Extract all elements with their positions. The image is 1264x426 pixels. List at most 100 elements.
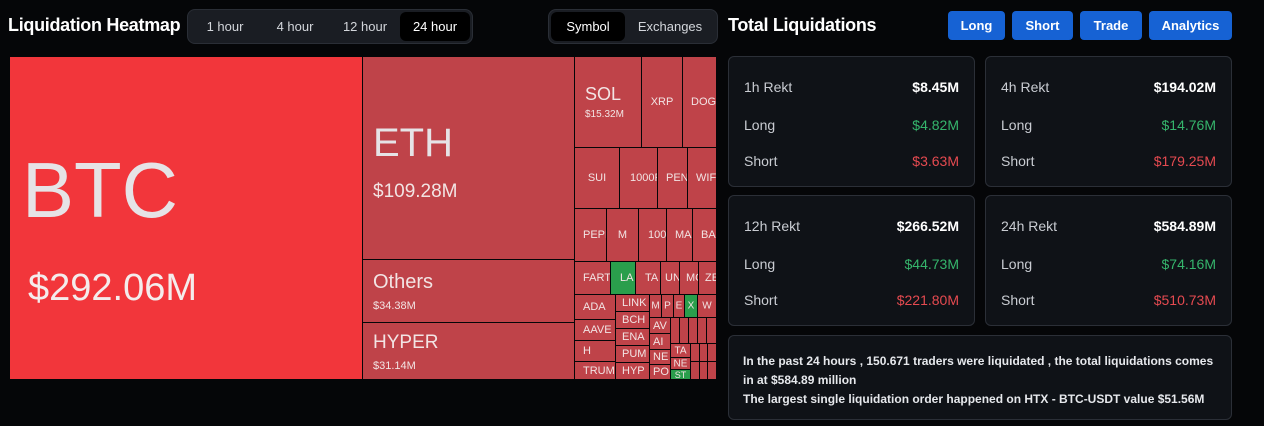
tile-ai-name: AI bbox=[653, 335, 664, 348]
long-value: $74.16M bbox=[1161, 256, 1216, 272]
tile-av[interactable]: AV bbox=[649, 317, 671, 334]
tile-mo-name: MO bbox=[686, 272, 698, 284]
tile-ze[interactable]: ZE bbox=[698, 261, 717, 295]
tile-av-name: AV bbox=[653, 319, 667, 332]
analytics-button[interactable]: Analytics bbox=[1149, 11, 1232, 40]
tile-pum[interactable]: PUM bbox=[615, 345, 650, 363]
tile-xrp-name: XRP bbox=[650, 96, 674, 108]
tile-ena[interactable]: ENA bbox=[615, 328, 650, 346]
tile-wif[interactable]: WIF bbox=[687, 147, 717, 209]
timeframe-1h-tab[interactable]: 1 hour bbox=[206, 19, 244, 34]
summary-line-2: The largest single liquidation order hap… bbox=[743, 392, 1205, 406]
tile-ne[interactable]: NE bbox=[649, 349, 671, 365]
tile-100-name: 100 bbox=[648, 229, 666, 241]
tile-small-x-name: X bbox=[687, 300, 695, 312]
tile-ne2-name: NE bbox=[673, 358, 688, 369]
card-label: 24h Rekt bbox=[1001, 218, 1058, 234]
view-symbol-tab[interactable]: Symbol bbox=[551, 12, 625, 41]
short-value: $221.80M bbox=[896, 292, 959, 308]
tile-m[interactable]: M bbox=[606, 208, 639, 262]
tile-ta2-name: TA bbox=[674, 345, 687, 356]
rekt-card-12h: 12h Rekt $266.52M Long $44.73M Short $221.8… bbox=[728, 195, 975, 326]
tile-small-x[interactable]: X bbox=[684, 294, 698, 318]
long-value: $44.73M bbox=[904, 256, 959, 272]
tile-1000f[interactable]: 1000F bbox=[619, 147, 658, 209]
tile-hyp-name: HYP bbox=[622, 365, 645, 377]
tile-btc-name: BTC bbox=[22, 146, 178, 234]
tile-la[interactable]: LA bbox=[610, 261, 636, 295]
timeframe-12h-tab[interactable]: 12 hour bbox=[342, 19, 388, 34]
tile-bch[interactable]: BCH bbox=[615, 311, 650, 329]
tile-ba[interactable]: BA bbox=[692, 208, 717, 262]
tile-btc[interactable]: BTC $292.06M bbox=[9, 56, 363, 380]
tile-fart-name: FARTC bbox=[583, 272, 610, 284]
tile-eth[interactable]: ETH $109.28M bbox=[362, 56, 575, 260]
tile-hyper-value: $31.14M bbox=[373, 360, 416, 372]
rekt-card-24h: 24h Rekt $584.89M Long $74.16M Short $510.7… bbox=[985, 195, 1232, 326]
tile-ta2[interactable]: TA bbox=[670, 343, 691, 358]
tile-sui[interactable]: SUI bbox=[574, 147, 620, 209]
tile-mo[interactable]: MO bbox=[679, 261, 699, 295]
tile-bch-name: BCH bbox=[622, 314, 646, 326]
tile-xrp[interactable]: XRP bbox=[641, 56, 683, 148]
tile-link[interactable]: LINK bbox=[615, 294, 650, 312]
tile-ma[interactable]: MA bbox=[666, 208, 693, 262]
short-button[interactable]: Short bbox=[1012, 11, 1073, 40]
tile-btc-value: $292.06M bbox=[28, 267, 198, 309]
tile-pepe-name: PEPE bbox=[583, 229, 606, 241]
long-button[interactable]: Long bbox=[948, 11, 1005, 40]
long-value: $14.76M bbox=[1161, 117, 1216, 133]
long-label: Long bbox=[1001, 117, 1033, 133]
tile-sol[interactable]: SOL $15.32M bbox=[574, 56, 642, 148]
tile-eth-value: $109.28M bbox=[373, 181, 458, 202]
tile-m-name: M bbox=[617, 229, 628, 241]
tile-small-w-name: W bbox=[702, 300, 712, 312]
tile-pum-name: PUM bbox=[622, 348, 647, 360]
tile-aave-name: AAVE bbox=[583, 324, 612, 336]
long-label: Long bbox=[1001, 256, 1033, 272]
total-liquidations-title: Total Liquidations bbox=[728, 15, 877, 35]
tile-hyper[interactable]: HYPER $31.14M bbox=[362, 322, 575, 380]
tile-po[interactable]: PO bbox=[649, 364, 671, 380]
tile-small-e-name: E bbox=[675, 300, 683, 312]
tile-st[interactable]: ST bbox=[670, 369, 691, 380]
tile-others[interactable]: Others $34.38M bbox=[362, 259, 575, 323]
card-label: 12h Rekt bbox=[744, 218, 801, 234]
view-exchanges-tab[interactable]: Exchanges bbox=[637, 19, 703, 34]
tile-pepe[interactable]: PEPE bbox=[574, 208, 607, 262]
tile-un-name: UN bbox=[665, 272, 679, 284]
tile-ze-name: ZE bbox=[705, 272, 716, 284]
tile-h-name: H bbox=[583, 345, 591, 357]
tile-eth-name: ETH bbox=[373, 121, 453, 165]
tile-r5[interactable] bbox=[706, 317, 717, 344]
liquidation-summary: In the past 24 hours , 150.671 traders w… bbox=[728, 335, 1232, 420]
timeframe-selector: 1 hour 4 hour 12 hour 24 hour bbox=[187, 9, 473, 44]
tile-pen[interactable]: PEN bbox=[657, 147, 688, 209]
card-label: 4h Rekt bbox=[1001, 79, 1050, 95]
tile-trum[interactable]: TRUM bbox=[574, 361, 616, 380]
tile-aave[interactable]: AAVE bbox=[574, 319, 616, 341]
tile-ai[interactable]: AI bbox=[649, 333, 671, 350]
tile-un[interactable]: UN bbox=[660, 261, 680, 295]
tile-small-w[interactable]: W bbox=[697, 294, 717, 318]
tile-ada[interactable]: ADA bbox=[574, 294, 616, 320]
timeframe-24h-tab[interactable]: 24 hour bbox=[400, 12, 470, 41]
tile-r11[interactable] bbox=[707, 361, 717, 380]
tile-h[interactable]: H bbox=[574, 340, 616, 362]
tile-link-name: LINK bbox=[622, 297, 647, 309]
tile-hyp[interactable]: HYP bbox=[615, 362, 650, 380]
tile-others-value: $34.38M bbox=[373, 300, 416, 312]
heatmap-title: Liquidation Heatmap bbox=[8, 15, 181, 35]
tile-ta[interactable]: TA bbox=[635, 261, 661, 295]
short-label: Short bbox=[1001, 292, 1035, 308]
tile-fart[interactable]: FARTC bbox=[574, 261, 611, 295]
trade-button[interactable]: Trade bbox=[1080, 11, 1142, 40]
tile-100[interactable]: 100 bbox=[638, 208, 667, 262]
timeframe-4h-tab[interactable]: 4 hour bbox=[276, 19, 314, 34]
tile-small-p-name: P bbox=[664, 300, 671, 312]
short-value: $3.63M bbox=[912, 153, 959, 169]
tile-doge-name: DOGE bbox=[691, 96, 716, 108]
tile-r8[interactable] bbox=[707, 343, 717, 362]
tile-doge[interactable]: DOGE bbox=[682, 56, 717, 148]
tile-ma-name: MA bbox=[675, 229, 692, 241]
